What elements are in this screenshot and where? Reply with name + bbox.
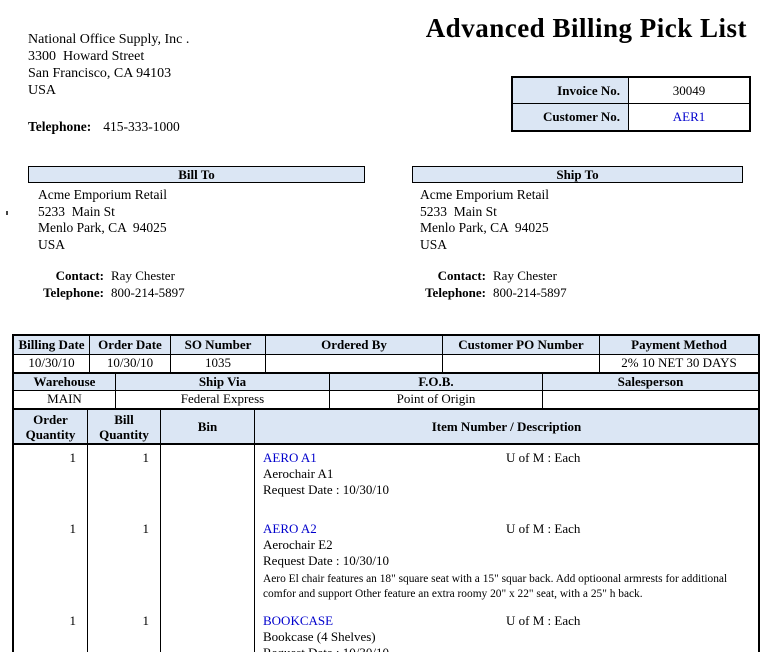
item-description-cell: BOOKCASE U of M : Each Bookcase (4 Shelv… (255, 608, 758, 652)
bill-to-contact-value: Ray Chester (111, 268, 175, 283)
customer-number-link[interactable]: AER1 (672, 109, 706, 124)
bill-to-contact-block: Contact: Ray Chester Telephone: 800-214-… (28, 267, 185, 301)
billing-date-value: 10/30/10 (14, 355, 90, 372)
bill-to-telephone-value: 800-214-5897 (111, 285, 185, 300)
item-description: Aerochair E2 (263, 537, 333, 552)
order-info-section: Billing Date Order Date SO Number Ordere… (14, 336, 758, 374)
payment-method-value: 2% 10 NET 30 DAYS (600, 355, 758, 372)
payment-method-header: Payment Method (600, 336, 758, 355)
company-telephone-label: Telephone: (28, 119, 92, 134)
company-block: National Office Supply, Inc . 3300 Howar… (28, 31, 189, 135)
shipping-info-section: Warehouse Ship Via F.O.B. Salesperson MA… (14, 374, 758, 410)
order-quantity-value: 1 (14, 608, 88, 652)
customer-po-number-value (443, 355, 600, 372)
item-description: Aerochair A1 (263, 466, 334, 481)
order-quantity-value: 1 (14, 516, 88, 608)
warehouse-header: Warehouse (14, 374, 116, 391)
bill-to-address-line: Menlo Park, CA 94025 (38, 220, 167, 235)
ship-to-contact-block: Contact: Ray Chester Telephone: 800-214-… (410, 267, 567, 301)
unit-of-measure: U of M : Each (506, 450, 581, 465)
ship-to-address-line: 5233 Main St (420, 203, 497, 219)
salesperson-value (543, 391, 758, 408)
bill-quantity-header: Bill Quantity (88, 410, 161, 443)
ship-to-address: Acme Emporium Retail 5233 Main St Menlo … (420, 187, 549, 253)
ship-via-value: Federal Express (116, 391, 330, 408)
item-row: 1 1 AERO A1 U of M : Each Aerochair A1 R… (14, 445, 758, 516)
company-address-line: San Francisco, CA 94103 (28, 66, 172, 81)
company-address-line: 3300 Howard Street (28, 49, 145, 64)
bill-to-address: Acme Emporium Retail 5233 Main St Menlo … (38, 187, 167, 253)
so-number-value: 1035 (171, 355, 266, 372)
bill-quantity-value: 1 (88, 516, 161, 608)
item-long-description: Aero El chair features an 18" square sea… (263, 573, 728, 600)
ship-to-telephone-value: 800-214-5897 (493, 285, 567, 300)
ship-to-address-line: USA (420, 236, 448, 252)
order-quantity-header: Order Quantity (14, 410, 88, 443)
item-row: 1 1 BOOKCASE U of M : Each Bookcase (4 S… (14, 608, 758, 652)
item-request-date: Request Date : 10/30/10 (263, 645, 750, 652)
bill-to-telephone-label: Telephone: (43, 285, 104, 300)
bin-header: Bin (161, 410, 255, 443)
bin-value (161, 608, 255, 652)
customer-number-row: Customer No. AER1 (513, 104, 749, 130)
fob-value: Point of Origin (330, 391, 543, 408)
company-telephone-value: 415-333-1000 (103, 119, 180, 134)
items-header-row: Order Quantity Bill Quantity Bin Item Nu… (14, 410, 758, 445)
unit-of-measure: U of M : Each (506, 521, 581, 536)
ordered-by-header: Ordered By (266, 336, 443, 355)
bin-value (161, 516, 255, 608)
ship-to-address-line: Menlo Park, CA 94025 (420, 220, 549, 235)
ship-to-contact-label: Contact: (437, 268, 486, 283)
ship-to-contact-value: Ray Chester (493, 268, 557, 283)
item-number-link[interactable]: BOOKCASE (263, 613, 334, 628)
page-title: Advanced Billing Pick List (425, 13, 747, 43)
bin-value (161, 445, 255, 516)
invoice-info-box: Invoice No. 30049 Customer No. AER1 (511, 76, 751, 132)
so-number-header: SO Number (171, 336, 266, 355)
company-telephone-row: Telephone: 415-333-1000 (28, 118, 189, 135)
item-number-link[interactable]: AERO A1 (263, 450, 317, 465)
bill-to-header: Bill To (28, 166, 365, 183)
order-date-value: 10/30/10 (90, 355, 171, 372)
company-address-line: USA (28, 83, 57, 98)
warehouse-value: MAIN (14, 391, 116, 408)
salesperson-header: Salesperson (543, 374, 758, 391)
stray-mark (6, 211, 8, 215)
item-description-cell: AERO A1 U of M : Each Aerochair A1 Reque… (255, 445, 758, 516)
customer-number-label: Customer No. (513, 104, 629, 130)
fob-header: F.O.B. (330, 374, 543, 391)
bill-quantity-value: 1 (88, 445, 161, 516)
item-request-date: Request Date : 10/30/10 (263, 482, 390, 497)
ship-to-name: Acme Emporium Retail (420, 187, 549, 202)
item-request-date: Request Date : 10/30/10 (263, 553, 390, 568)
ordered-by-value (266, 355, 443, 372)
item-row: 1 1 AERO A2 U of M : Each Aerochair E2 R… (14, 516, 758, 608)
customer-po-number-header: Customer PO Number (443, 336, 600, 355)
item-description: Bookcase (4 Shelves) (263, 629, 376, 644)
item-number-link[interactable]: AERO A2 (263, 521, 317, 536)
order-quantity-value: 1 (14, 445, 88, 516)
bill-to-contact-label: Contact: (55, 268, 104, 283)
billing-date-header: Billing Date (14, 336, 90, 355)
items-list: 1 1 AERO A1 U of M : Each Aerochair A1 R… (14, 445, 758, 652)
bill-to-name: Acme Emporium Retail (38, 187, 167, 202)
order-date-header: Order Date (90, 336, 171, 355)
unit-of-measure: U of M : Each (506, 613, 581, 628)
invoice-number-label: Invoice No. (513, 78, 629, 104)
order-details-table: Billing Date Order Date SO Number Ordere… (12, 334, 760, 652)
bill-to-address-line: USA (38, 236, 66, 252)
ship-to-telephone-label: Telephone: (425, 285, 486, 300)
bill-quantity-value: 1 (88, 608, 161, 652)
bill-to-address-line: 5233 Main St (38, 203, 115, 219)
ship-to-header: Ship To (412, 166, 743, 183)
invoice-number-value: 30049 (629, 78, 749, 104)
item-number-description-header: Item Number / Description (255, 410, 758, 443)
ship-via-header: Ship Via (116, 374, 330, 391)
company-name: National Office Supply, Inc . (28, 32, 190, 47)
item-description-cell: AERO A2 U of M : Each Aerochair E2 Reque… (255, 516, 758, 608)
invoice-number-row: Invoice No. 30049 (513, 78, 749, 104)
